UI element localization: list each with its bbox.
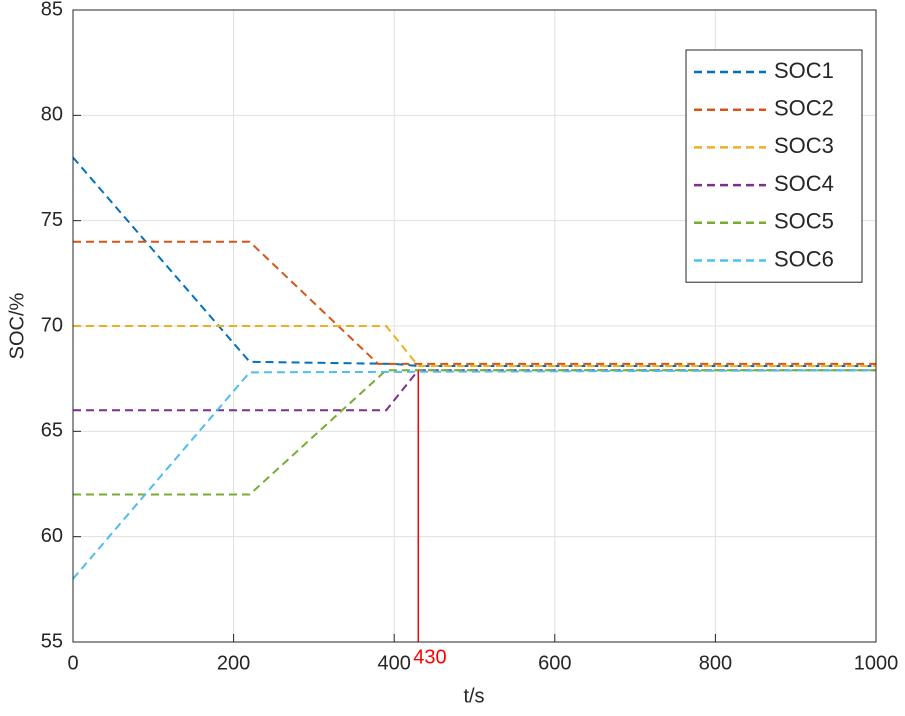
x-axis-label: t/s xyxy=(463,685,484,707)
legend-label: SOC1 xyxy=(774,58,834,83)
series-line xyxy=(73,240,876,365)
y-axis-label: SOC/% xyxy=(6,292,28,359)
legend-label: SOC2 xyxy=(774,96,834,121)
plot-border xyxy=(72,9,877,643)
y-tick-label: 65 xyxy=(41,420,63,442)
legend-label: SOC6 xyxy=(774,246,834,271)
series-line xyxy=(72,369,877,580)
y-tick-label: 80 xyxy=(41,104,63,126)
y-tick-label: 60 xyxy=(41,525,63,547)
x-tick-label: 600 xyxy=(538,652,571,674)
y-tick-label: 55 xyxy=(41,630,63,652)
x-tick-label: 200 xyxy=(217,652,250,674)
series-line xyxy=(73,325,876,368)
annotation-label: 430 xyxy=(413,646,446,668)
x-tick-label: 1000 xyxy=(854,652,899,674)
legend-box xyxy=(685,49,863,283)
x-tick-label: 800 xyxy=(699,652,732,674)
y-tick-label: 70 xyxy=(41,314,63,336)
series-line xyxy=(73,369,876,412)
legend-label: SOC5 xyxy=(774,209,834,234)
x-tick-label: 400 xyxy=(378,652,411,674)
legend-label: SOC3 xyxy=(774,133,834,158)
series-line xyxy=(72,156,876,368)
x-tick-label: 0 xyxy=(67,652,78,674)
y-tick-label: 75 xyxy=(41,209,63,231)
legend-label: SOC4 xyxy=(774,171,834,196)
y-tick-label: 85 xyxy=(41,0,63,20)
